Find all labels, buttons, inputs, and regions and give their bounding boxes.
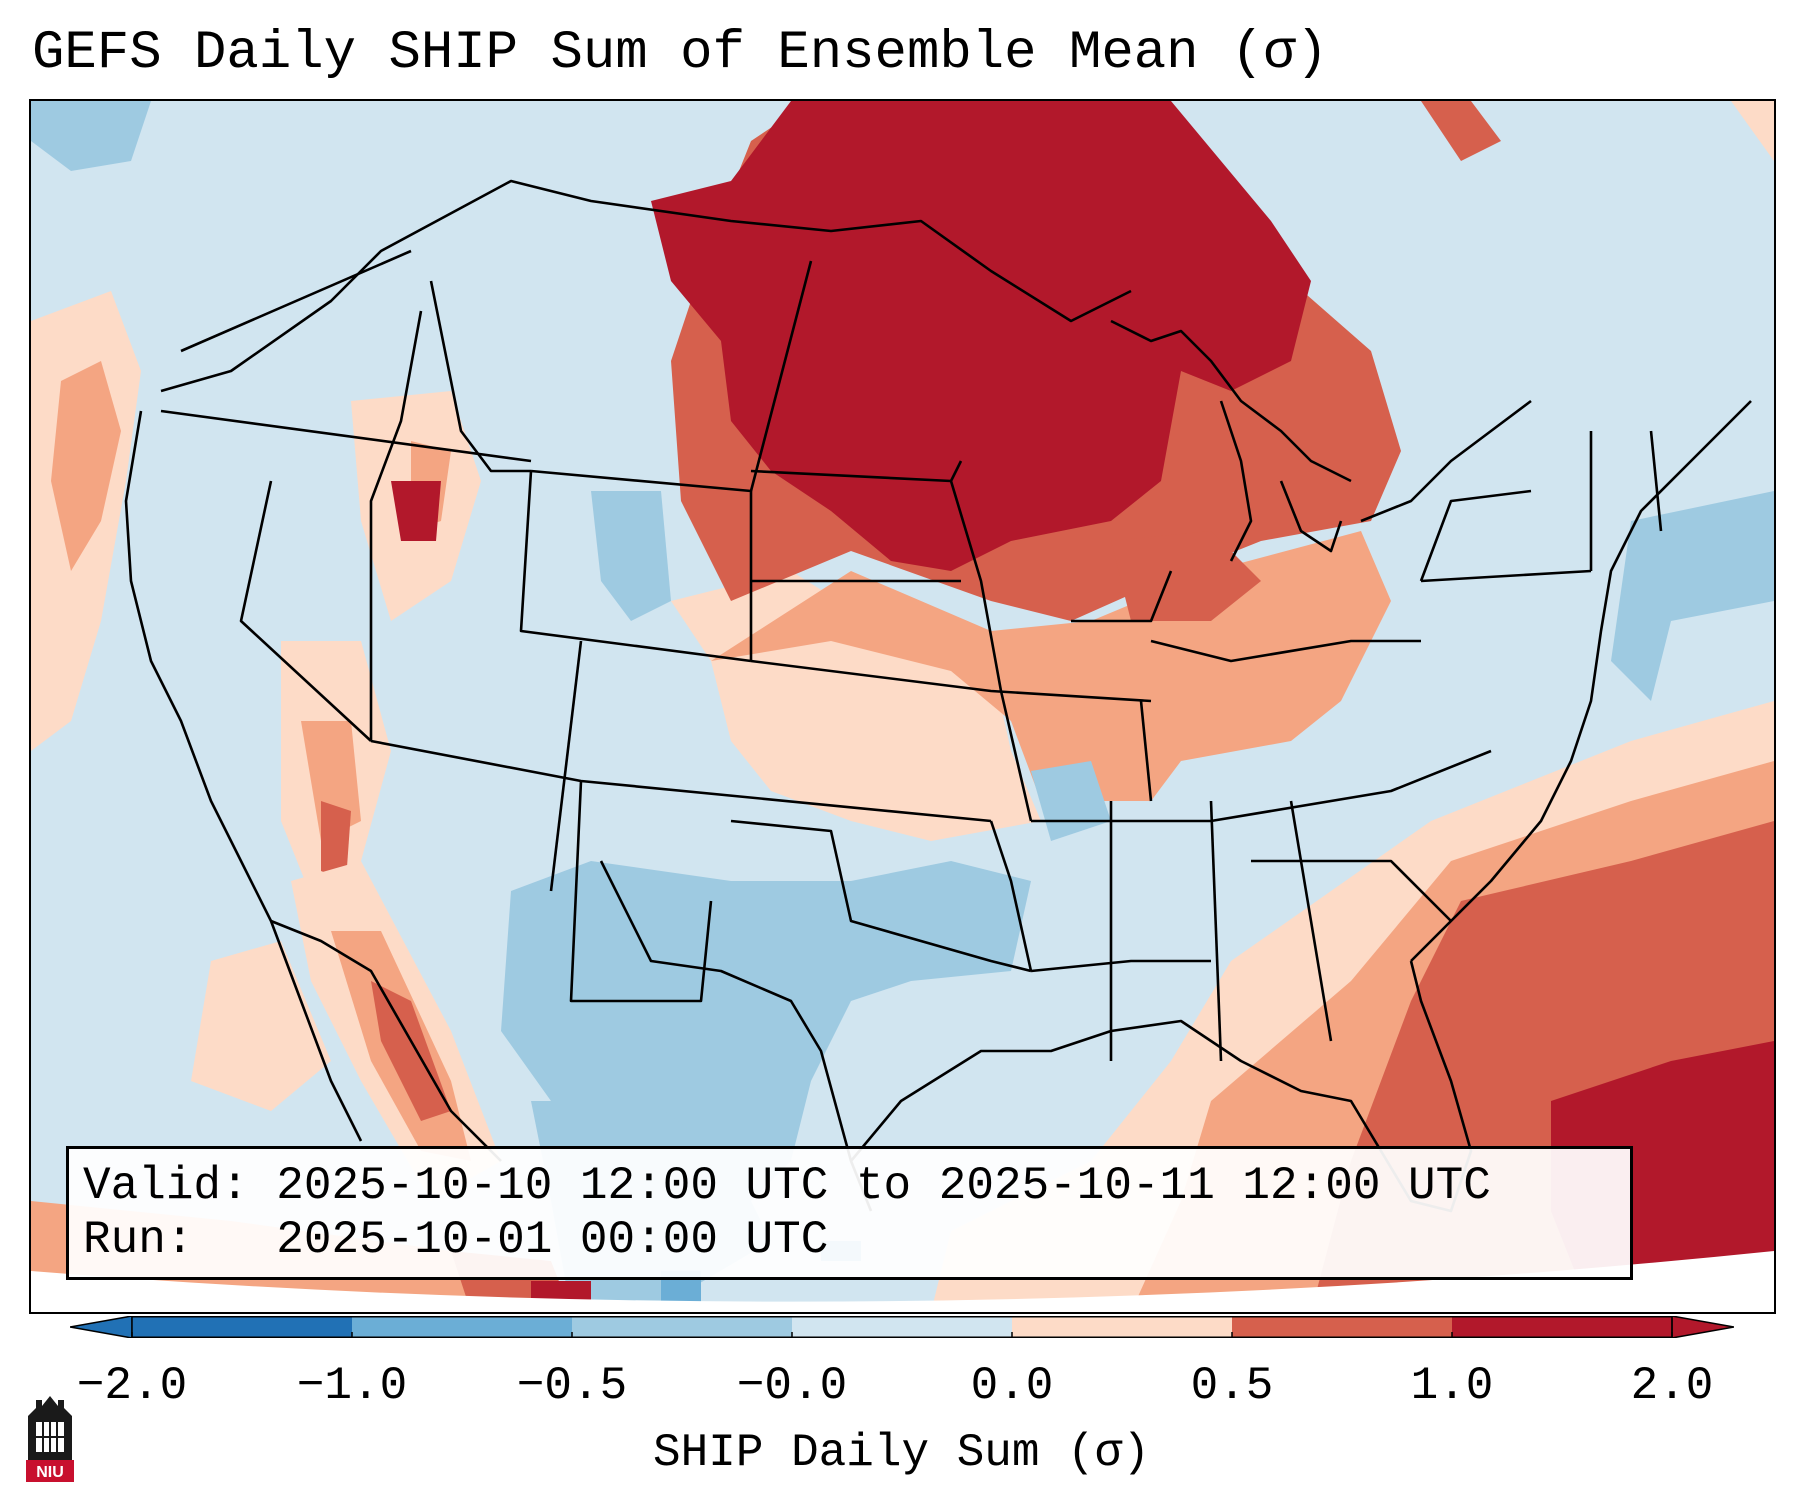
map-canvas (31, 101, 1774, 1312)
colorbar (69, 1315, 1735, 1339)
colorbar-svg (69, 1315, 1735, 1339)
colorbar-tick-label: 0.0 (970, 1360, 1054, 1412)
colorbar-extend-high (1671, 1315, 1735, 1339)
map-panel[interactable] (29, 99, 1776, 1314)
colorbar-extend-low (69, 1315, 133, 1339)
logo-text: NIU (36, 1464, 64, 1481)
valid-value: 2025-10-10 12:00 UTC to 2025-10-11 12:00… (276, 1160, 1491, 1212)
colorbar-label: SHIP Daily Sum (σ) (653, 1427, 1150, 1479)
colorbar-tick-label: 2.0 (1630, 1360, 1714, 1412)
valid-run-info-box: Valid: 2025-10-10 12:00 UTC to 2025-10-1… (66, 1146, 1633, 1280)
colorbar-tick-label: −2.0 (76, 1360, 188, 1412)
university-tower-icon: NIU (22, 1392, 78, 1484)
colorbar-segment (1012, 1316, 1232, 1338)
valid-label: Valid: (83, 1160, 249, 1212)
anomaly-central-us (651, 101, 1501, 841)
colorbar-segment (792, 1316, 1012, 1338)
colorbar-tick-label: −0.5 (516, 1360, 628, 1412)
valid-line: Valid: 2025-10-10 12:00 UTC to 2025-10-1… (83, 1159, 1630, 1213)
run-line: Run: 2025-10-01 00:00 UTC (83, 1213, 1630, 1267)
colorbar-tick-label: −0.0 (736, 1360, 848, 1412)
run-label: Run: (83, 1214, 194, 1266)
colorbar-segment (1232, 1316, 1453, 1338)
colorbar-segment (572, 1316, 793, 1338)
colorbar-tick-label: −1.0 (296, 1360, 408, 1412)
colorbar-segment (352, 1316, 573, 1338)
colorbar-outline (131, 1316, 1673, 1338)
colorbar-tick-label: 0.5 (1190, 1360, 1274, 1412)
logo-graphic: NIU (26, 1396, 74, 1482)
run-value: 2025-10-01 00:00 UTC (276, 1214, 829, 1266)
anomaly-west-coast (31, 291, 501, 1201)
colorbar-segment (1452, 1316, 1673, 1338)
projection-edge (31, 1251, 1774, 1312)
chart-title: GEFS Daily SHIP Sum of Ensemble Mean (σ) (32, 23, 1329, 84)
colorbar-tick-label: 1.0 (1410, 1360, 1494, 1412)
colorbar-segment (132, 1316, 353, 1338)
